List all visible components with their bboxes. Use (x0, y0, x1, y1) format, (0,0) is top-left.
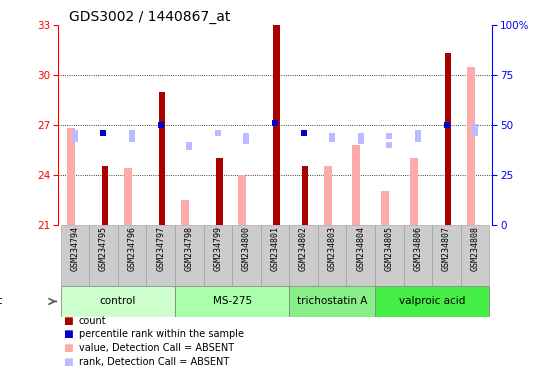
Text: MS-275: MS-275 (212, 296, 252, 306)
Bar (175, 225, 204, 286)
Text: GSM234799: GSM234799 (213, 227, 222, 271)
Text: rank, Detection Call = ABSENT: rank, Detection Call = ABSENT (79, 357, 229, 367)
Bar (273, 25, 280, 225)
Text: GSM234803: GSM234803 (328, 227, 337, 271)
Bar (324, 166, 332, 225)
Bar (444, 53, 452, 225)
Bar (175, 286, 289, 317)
Text: ■: ■ (63, 343, 73, 353)
Bar (181, 200, 189, 225)
Bar (353, 145, 360, 225)
Text: value, Detection Call = ABSENT: value, Detection Call = ABSENT (79, 343, 234, 353)
Bar (216, 158, 223, 225)
Bar (238, 175, 246, 225)
Text: ■: ■ (63, 357, 73, 367)
Bar (301, 166, 309, 225)
Text: GSM234802: GSM234802 (299, 227, 308, 271)
Text: GSM234801: GSM234801 (271, 227, 279, 271)
Bar (89, 225, 118, 286)
Text: GSM234794: GSM234794 (70, 227, 79, 271)
Bar (67, 128, 75, 225)
Text: GSM234807: GSM234807 (442, 227, 451, 271)
Text: valproic acid: valproic acid (399, 296, 465, 306)
Bar (318, 225, 346, 286)
Text: GSM234806: GSM234806 (414, 227, 422, 271)
Bar (60, 286, 175, 317)
Bar (432, 225, 461, 286)
Text: ■: ■ (63, 316, 73, 326)
Text: count: count (79, 316, 106, 326)
Bar (461, 225, 490, 286)
Bar (159, 91, 166, 225)
Text: GSM234796: GSM234796 (128, 227, 136, 271)
Bar (261, 225, 289, 286)
Bar (404, 225, 432, 286)
Bar (410, 158, 417, 225)
Text: GSM234808: GSM234808 (471, 227, 480, 271)
Text: control: control (100, 296, 136, 306)
Bar (124, 168, 132, 225)
Text: GSM234795: GSM234795 (99, 227, 108, 271)
Text: GSM234797: GSM234797 (156, 227, 165, 271)
Bar (60, 225, 89, 286)
Bar (102, 166, 108, 225)
Bar (375, 286, 490, 317)
Bar (204, 225, 232, 286)
Text: GSM234805: GSM234805 (385, 227, 394, 271)
Text: GDS3002 / 1440867_at: GDS3002 / 1440867_at (69, 10, 230, 23)
Bar (289, 286, 375, 317)
Bar (232, 225, 261, 286)
Text: trichostatin A: trichostatin A (297, 296, 367, 306)
Text: ■: ■ (63, 329, 73, 339)
Text: percentile rank within the sample: percentile rank within the sample (79, 329, 244, 339)
Bar (375, 225, 404, 286)
Bar (289, 225, 318, 286)
Bar (346, 225, 375, 286)
Bar (381, 191, 389, 225)
Bar (467, 66, 475, 225)
Text: GSM234804: GSM234804 (356, 227, 365, 271)
Text: GSM234800: GSM234800 (242, 227, 251, 271)
Bar (146, 225, 175, 286)
Text: agent: agent (0, 296, 3, 306)
Bar (118, 225, 146, 286)
Text: GSM234798: GSM234798 (185, 227, 194, 271)
